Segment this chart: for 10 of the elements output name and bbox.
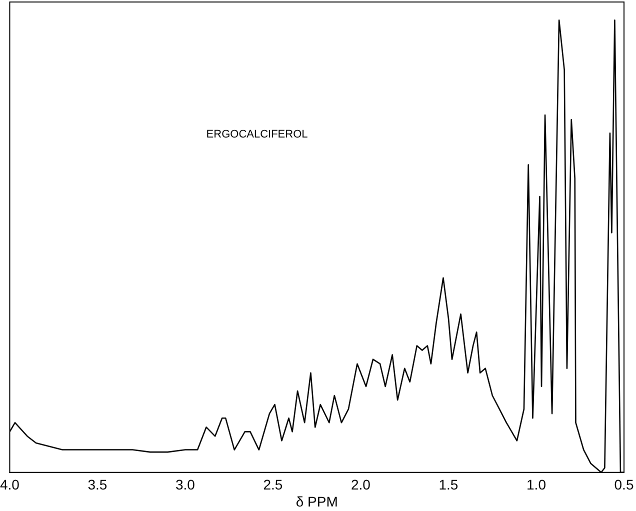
x-tick-label: 2.5 [263,476,283,493]
x-tick-label: 1.5 [438,476,458,493]
x-tick-label: 2.0 [351,476,371,493]
annotation: ERGOCALCIFEROL [206,128,308,141]
x-tick-label: 3.0 [176,476,196,493]
x-tick-label: 4.0 [0,476,20,493]
x-axis-title: δ PPM [296,493,338,510]
x-tick-label: 1.0 [526,476,546,493]
x-tick-label: 3.5 [88,476,108,493]
x-tick-label: 0.5 [614,476,634,493]
